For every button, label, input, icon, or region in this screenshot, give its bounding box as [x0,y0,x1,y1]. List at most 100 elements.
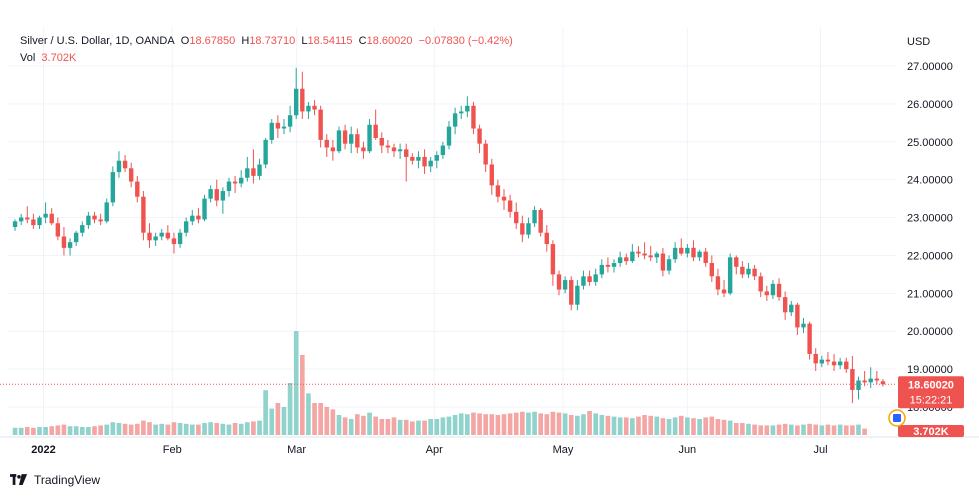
volume-bar [666,419,672,435]
candle-body [801,323,806,328]
volume-bar [489,414,495,435]
candle-body [232,181,238,184]
volume-bar [562,413,568,435]
candle-body [416,156,421,161]
candle-body [825,359,831,362]
candle-body [483,143,488,165]
candle-body [636,251,641,254]
volume-bar [660,418,666,435]
candle-body [202,198,207,220]
volume-bar [617,417,623,435]
candle-body [526,223,531,235]
candle-body [471,105,476,129]
volume-bar [98,425,103,435]
candle-body [12,221,18,228]
candle-body [459,111,464,114]
candle-body [666,259,672,271]
volume-tag [898,425,964,437]
volume-bar [232,423,238,435]
candle-body [367,124,372,152]
currency-label: USD [907,36,930,48]
volume-bar [685,417,690,435]
volume-bar [134,423,140,435]
last-price-tag-value: 18.60020 [908,379,954,391]
volume-bar [55,425,61,435]
volume-bar [782,423,788,435]
candle-body [177,232,183,245]
volume-bar [306,393,311,435]
volume-bar [599,415,605,435]
candle-body [391,147,397,152]
candle-body [880,381,886,385]
candle-body [397,149,403,152]
volume-bar [862,428,867,435]
candle-body [746,268,751,275]
volume-tag-value: 3.702K [913,426,949,438]
candle-body [685,247,690,254]
volume-label[interactable]: Vol [20,52,36,64]
candle-body [373,124,378,138]
candle-body [410,156,415,161]
price-tick-label: 27.00000 [907,61,953,73]
volume-bar [733,423,739,435]
candle-body [617,257,623,264]
volume-bar [813,424,819,435]
volume-bar [238,423,244,435]
candle-body [61,236,67,248]
volume-bar [281,407,287,435]
candle-body [630,251,635,262]
volume-bar [581,414,586,435]
volume-bar [843,425,849,435]
volume-bar [159,423,165,435]
candle-body [679,247,684,254]
volume-bar [348,419,354,435]
volume-bar [526,412,531,435]
candle-body [98,219,103,222]
candle-body [141,196,146,233]
candle-body [159,232,164,237]
candle-body [49,213,54,224]
candle-body [171,238,177,245]
candle-body [294,88,299,116]
volume-bar [116,423,122,435]
volume-bar [275,403,281,435]
candle-body [758,276,763,292]
volume-bar [367,412,372,435]
time-tick-label: Mar [287,444,306,456]
volume-bar [385,419,391,435]
candle-body [446,126,452,146]
volume-bar [293,331,299,435]
candle-body [355,134,360,148]
volume-bar [837,424,843,435]
volume-bar [715,419,721,435]
candle-body [581,276,586,286]
volume-value: 3.702K [41,52,77,64]
candle-body [672,247,678,260]
price-tick-label: 26.00000 [907,99,953,111]
candle-body [183,221,189,233]
volume-bar [196,424,201,435]
volume-bar [587,411,592,435]
candle-body [624,257,629,262]
candle-body [361,147,366,152]
symbol-description[interactable]: Silver / U.S. Dollar, 1D, OANDA [20,35,175,47]
candle-body [214,189,219,201]
candle-body [654,253,660,258]
candle-body [281,126,287,129]
candle-body [501,196,507,201]
candle-body [324,139,329,148]
volume-bar [183,423,189,435]
candle-body [844,361,849,370]
candle-body [122,160,128,169]
volume-bar [507,413,513,435]
candle-body [330,147,336,152]
candle-body [452,113,458,127]
volume-bar [147,422,152,435]
volume-bar [740,423,745,435]
volume-bar [422,420,427,435]
volume-bar [202,423,207,435]
volume-bar [709,416,715,435]
branding[interactable]: TradingView [10,471,100,489]
volume-bar [416,420,421,435]
